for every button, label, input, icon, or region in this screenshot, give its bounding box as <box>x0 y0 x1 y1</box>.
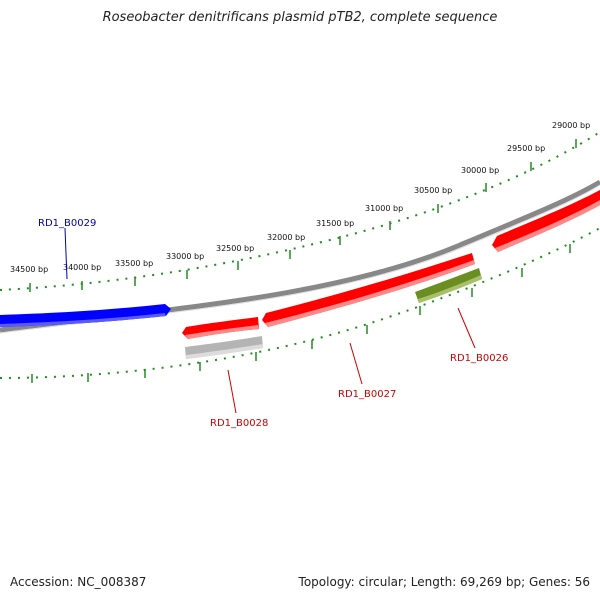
inner-ruler-dots <box>0 227 600 379</box>
ruler-label-31500: 31500 bp <box>316 219 354 228</box>
ruler-label-29500: 29500 bp <box>507 144 545 153</box>
gene-rd1-b0027-shade <box>265 260 475 327</box>
ruler-label-33000: 33000 bp <box>166 252 204 261</box>
pseudo-gene-grey-shade <box>186 344 263 359</box>
label-line-rd1-b0026 <box>457 307 476 349</box>
outer-ruler-ticks <box>29 139 577 292</box>
inner-ruler-ticks <box>31 244 571 383</box>
gene-rd1-b0026[interactable] <box>415 268 482 303</box>
gene-rd1-b0026-shade <box>418 275 482 303</box>
label-line-rd1-b0027 <box>349 342 363 385</box>
label-line-rd1-b0028 <box>227 369 237 414</box>
outer-ruler-dots <box>0 131 600 291</box>
gene-rd1-b0027[interactable] <box>262 253 475 327</box>
ruler-label-30000: 30000 bp <box>461 166 499 175</box>
gene-label-rd1-b0029[interactable]: RD1_B0029 <box>38 218 96 229</box>
gene-rd1-b0029[interactable] <box>0 304 171 327</box>
ruler-label-32000: 32000 bp <box>267 233 305 242</box>
ruler-label-32500: 32500 bp <box>216 244 254 253</box>
ruler-label-33500: 33500 bp <box>115 259 153 268</box>
gene-rd1-b0029-shade <box>0 313 166 327</box>
ruler-label-31000: 31000 bp <box>365 204 403 213</box>
accession-text: Accession: NC_008387 <box>10 575 147 589</box>
gene-right-edge[interactable] <box>492 190 600 252</box>
label-line-rd1-b0029 <box>64 227 68 280</box>
ruler-label-30500: 30500 bp <box>414 186 452 195</box>
gene-label-rd1-b0027[interactable]: RD1_B0027 <box>338 389 396 400</box>
gene-label-rd1-b0026[interactable]: RD1_B0026 <box>450 353 508 364</box>
gene-rd1-b0028-shade <box>185 325 259 339</box>
ruler-label-29000: 29000 bp <box>552 121 590 130</box>
ruler-label-34500: 34500 bp <box>10 265 48 274</box>
ruler-label-34000: 34000 bp <box>63 263 101 272</box>
gene-right-edge-shade <box>495 200 600 252</box>
topology-summary: Topology: circular; Length: 69,269 bp; G… <box>298 575 590 589</box>
gene-label-rd1-b0028[interactable]: RD1_B0028 <box>210 418 268 429</box>
map-title: Roseobacter denitrificans plasmid pTB2, … <box>102 10 498 25</box>
